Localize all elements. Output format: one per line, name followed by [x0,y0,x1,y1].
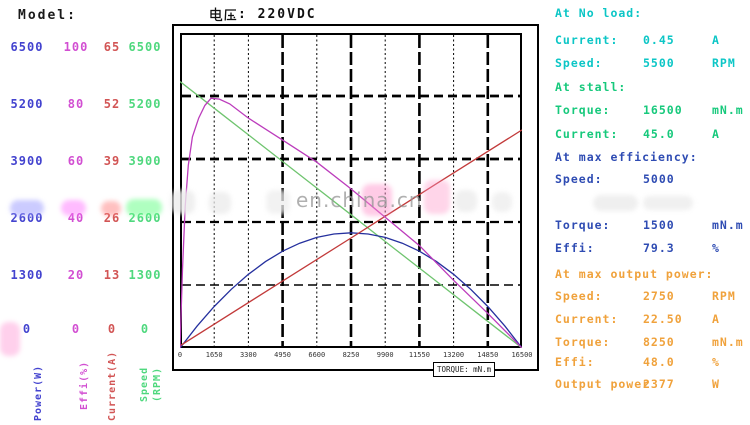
result-row-unit: A [712,127,720,141]
result-row-unit: A [712,33,720,47]
axis-title-power: Power(W) [33,364,44,421]
axis-tick-power: 3900 [10,154,44,168]
watermark-text: en.china.cn [296,188,423,212]
x-tick-label: 0 [177,351,183,359]
axis-tick-power: 1300 [10,268,44,282]
result-row-unit: mN.m [712,335,744,349]
watermark-blob [593,195,638,211]
result-row-label: Current: [555,312,619,326]
axis-tick-current: 52 [103,97,121,111]
result-row-value: 45.0 [643,127,675,141]
result-row-label: Torque: [555,103,611,117]
result-row-value: 2750 [643,289,675,303]
result-row-value: 48.0 [643,355,675,369]
axis-tick-effi: 60 [67,154,85,168]
curve-speed-rpm- [180,80,522,348]
result-row-label: Speed: [555,56,603,70]
result-row-value: 2377 [643,377,675,391]
x-tick-label: 14850 [477,351,499,359]
curve-current-a- [180,129,522,347]
x-tick-label: 8250 [342,351,360,359]
axis-title-effi: Effi(%) [79,360,90,410]
axis-tick-effi: 80 [67,97,85,111]
result-row-label: Current: [555,127,619,141]
curve-effi- [180,97,522,348]
x-tick-label: 1650 [205,351,223,359]
result-row-label: Speed: [555,289,603,303]
result-section-title: At max efficiency: [555,150,698,164]
x-tick-label: 3300 [239,351,257,359]
axis-tick-speed: 0 [140,322,150,336]
x-tick-label: 13200 [443,351,465,359]
result-row-label: Speed: [555,172,603,186]
result-row-value: 22.50 [643,312,683,326]
result-row-unit: RPM [712,289,736,303]
cn-char-ya-icon [224,9,237,21]
axis-tick-current: 13 [103,268,121,282]
result-row-value: 1500 [643,218,675,232]
axis-tick-current: 39 [103,154,121,168]
result-row-label: Output power [555,377,651,391]
result-row-label: Effi: [555,355,595,369]
result-row-unit: % [712,355,720,369]
axis-title-speed: (RPM) [152,366,163,402]
chart-title-text: : 220VDC [238,7,317,22]
axis-tick-speed: 3900 [128,154,162,168]
watermark-blob [643,196,693,210]
axis-tick-effi: 100 [63,40,89,54]
axis-title-current: Current(A) [107,350,118,421]
result-row-value: 79.3 [643,241,675,255]
axis-tick-speed: 5200 [128,97,162,111]
result-row-unit: mN.m [712,103,744,117]
result-row-label: Effi: [555,241,595,255]
result-row-label: Current: [555,33,619,47]
x-tick-label: 9900 [376,351,394,359]
result-row-unit: mN.m [712,218,744,232]
result-row-value: 16500 [643,103,683,117]
axis-tick-power: 0 [22,322,32,336]
result-row-value: 5000 [643,172,675,186]
curve-power-w- [180,232,522,348]
result-section-title: At stall: [555,80,627,94]
result-row-value: 0.45 [643,33,675,47]
result-row-value: 8250 [643,335,675,349]
axis-tick-current: 0 [107,322,117,336]
axis-title-speed: Speed [139,366,150,402]
axis-tick-speed: 6500 [128,40,162,54]
x-tick-label: 6600 [308,351,326,359]
axis-tick-effi: 0 [71,322,81,336]
x-tick-label: 11550 [408,351,430,359]
axis-tick-effi: 20 [67,268,85,282]
chart-title: : 220VDC [206,7,323,24]
axis-tick-speed: 2600 [128,211,162,225]
axis-tick-speed: 1300 [128,268,162,282]
result-section-title: At No load: [555,6,643,20]
x-axis-unit-box: TORQUE: mN.m [433,362,496,377]
cn-char-dian-icon [210,7,223,22]
result-row-value: 5500 [643,56,675,70]
x-tick-label: 16500 [511,351,533,359]
result-row-unit: W [712,377,720,391]
axis-tick-power: 6500 [10,40,44,54]
result-row-unit: RPM [712,56,736,70]
result-row-unit: A [712,312,720,326]
result-row-unit: % [712,241,720,255]
model-label: Model: [18,8,77,23]
result-row-label: Torque: [555,335,611,349]
axis-tick-current: 65 [103,40,121,54]
axis-tick-power: 5200 [10,97,44,111]
result-section-title: At max output power: [555,267,714,281]
x-tick-label: 4950 [274,351,292,359]
result-row-label: Torque: [555,218,611,232]
